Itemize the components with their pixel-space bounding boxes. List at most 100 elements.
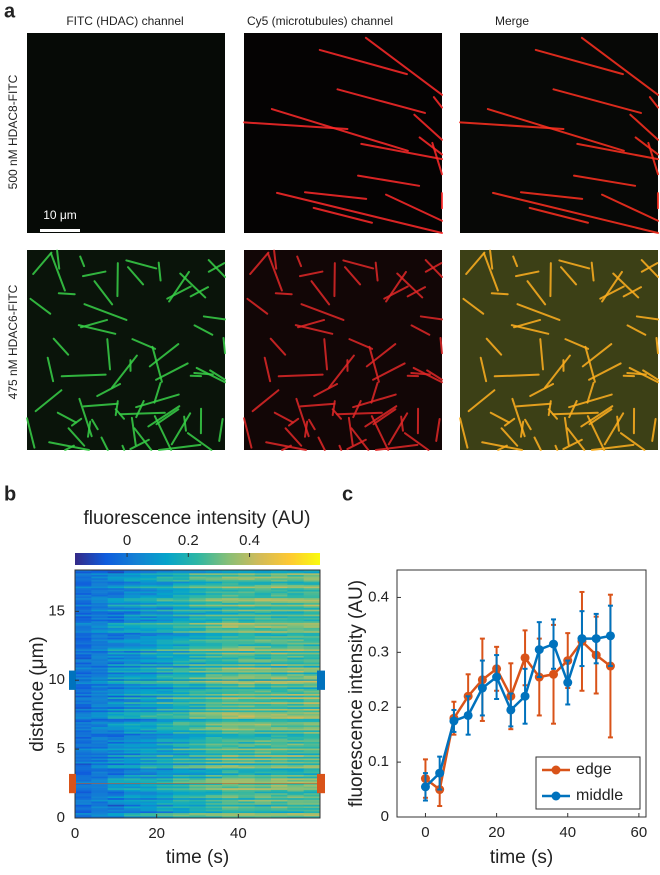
kymograph-cell <box>205 707 223 710</box>
kymograph-cell <box>303 783 321 786</box>
kymograph-cell <box>140 784 158 788</box>
y-tick-label: 0 <box>57 809 65 826</box>
kymograph-cell <box>91 718 109 721</box>
kymograph-cell <box>189 748 207 751</box>
kymograph-cell <box>303 786 321 789</box>
microtubule <box>626 324 647 336</box>
kymograph-cell <box>205 753 223 756</box>
kymograph-cell <box>107 579 125 583</box>
data-point <box>549 639 559 649</box>
kymograph-cell <box>271 589 288 592</box>
kymograph-cell <box>303 574 321 578</box>
kymograph-cell <box>303 814 321 817</box>
kymograph-cell <box>222 682 239 685</box>
kymograph-cell <box>75 588 92 591</box>
kymograph-cell <box>107 703 125 707</box>
kymograph-cell <box>173 654 190 657</box>
kymograph-cell <box>91 753 109 756</box>
kymograph-cell <box>205 758 223 761</box>
kymograph-cell <box>91 647 109 650</box>
microtubule <box>519 191 584 200</box>
kymograph-cell <box>303 579 321 583</box>
kymograph-cell <box>107 783 125 786</box>
kymograph-cell <box>254 674 272 677</box>
micrograph <box>244 33 442 233</box>
column-title: FITC (HDAC) channel <box>66 14 183 28</box>
kymograph-cell <box>287 594 305 597</box>
kymograph-cell <box>303 581 321 584</box>
kymograph-cell <box>287 612 305 616</box>
kymograph-cell <box>254 708 272 712</box>
kymograph-cell <box>287 750 305 753</box>
kymograph-cell <box>75 670 92 674</box>
kymograph-cell <box>173 622 190 626</box>
kymograph-cell <box>303 660 321 664</box>
kymograph-cell <box>287 689 305 692</box>
kymograph-cell <box>189 741 207 745</box>
kymograph-cell <box>222 571 239 574</box>
kymograph-cell <box>173 651 190 654</box>
kymograph-cell <box>238 788 256 791</box>
kymograph-cell <box>222 603 239 606</box>
kymograph-cell <box>222 636 239 639</box>
kymograph-cell <box>222 715 239 718</box>
kymograph-cell <box>287 631 305 634</box>
kymograph-cell <box>254 768 272 771</box>
kymograph-cell <box>124 773 141 776</box>
kymograph-cell <box>189 738 207 741</box>
kymograph-cell <box>303 703 321 707</box>
kymograph-cell <box>189 712 207 715</box>
kymograph-cell <box>75 603 92 606</box>
kymograph-cell <box>107 723 125 726</box>
kymograph-cell <box>140 586 158 589</box>
kymograph-cell <box>75 803 92 806</box>
kymograph-cell <box>173 728 190 731</box>
kymograph-cell <box>140 723 158 726</box>
kymograph-cell <box>124 765 141 768</box>
kymograph-cell <box>238 712 256 715</box>
kymograph-cell <box>238 765 256 768</box>
kymograph-cell <box>271 811 288 814</box>
microtubule <box>60 373 107 378</box>
microtubule <box>265 441 307 451</box>
kymograph-cell <box>205 642 223 645</box>
kymograph-cell <box>271 574 288 578</box>
kymograph-cell <box>222 608 239 611</box>
kymograph-cell <box>238 786 256 789</box>
kymograph-cell <box>173 662 190 665</box>
kymograph-cell <box>91 728 109 731</box>
kymograph-cell <box>173 725 190 728</box>
kymograph-cell <box>189 581 207 584</box>
kymograph-cell <box>222 722 239 725</box>
microtubule <box>364 405 398 428</box>
kymograph-cell <box>287 608 305 611</box>
kymograph-cell <box>156 811 174 814</box>
kymograph-cell <box>287 636 305 639</box>
kymograph-cell <box>124 685 141 688</box>
kymograph-cell <box>271 718 288 721</box>
kymograph-cell <box>107 629 125 632</box>
microtubule <box>490 292 509 296</box>
kymograph-cell <box>156 786 174 789</box>
kymograph-cell <box>140 720 158 723</box>
kymograph-cell <box>222 746 239 750</box>
kymograph-cell <box>222 740 239 743</box>
kymograph-cell <box>75 629 92 632</box>
kymograph-cell <box>303 612 321 616</box>
kymograph-cell <box>75 598 92 601</box>
kymograph-cell <box>205 786 223 789</box>
kymograph-cell <box>271 732 288 735</box>
kymograph-cell <box>107 622 125 626</box>
kymograph-cell <box>287 616 305 619</box>
kymograph-cell <box>91 801 109 804</box>
kymograph-cell <box>189 722 207 725</box>
kymograph-cell <box>189 642 207 645</box>
kymograph-cell <box>156 588 174 591</box>
kymograph-cell <box>254 655 272 659</box>
kymograph-cell <box>140 748 158 751</box>
kymograph-cell <box>222 803 239 806</box>
kymograph-cell <box>189 593 207 596</box>
kymograph-cell <box>205 776 223 779</box>
kymograph-cell <box>205 814 223 817</box>
kymograph-cell <box>238 760 256 763</box>
